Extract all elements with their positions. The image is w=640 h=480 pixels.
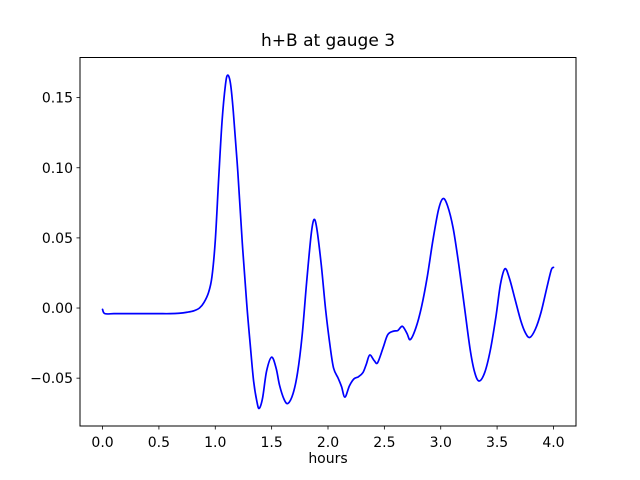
series-line [101, 74, 555, 410]
x-axis-label: hours [308, 451, 348, 467]
chart-title: h+B at gauge 3 [260, 31, 396, 51]
y-tick-label: 0.05 [42, 231, 73, 247]
x-tick-label: 3.5 [486, 435, 508, 451]
y-tick-label: 0.15 [42, 91, 73, 107]
y-tick-label: −0.05 [30, 371, 73, 387]
x-tick-label: 2.0 [317, 435, 339, 451]
y-tick-label: 0.10 [42, 161, 73, 177]
x-tick-label: 3.0 [430, 435, 452, 451]
x-tick-label: 2.5 [373, 435, 395, 451]
x-tick-label: 4.0 [542, 435, 564, 451]
x-tick-label: 0.0 [91, 435, 113, 451]
y-tick-label: 0.00 [42, 301, 73, 317]
x-tick-label: 0.5 [148, 435, 170, 451]
x-tick-label: 1.0 [204, 435, 226, 451]
x-tick-label: 1.5 [261, 435, 283, 451]
axes-frame [79, 57, 577, 427]
